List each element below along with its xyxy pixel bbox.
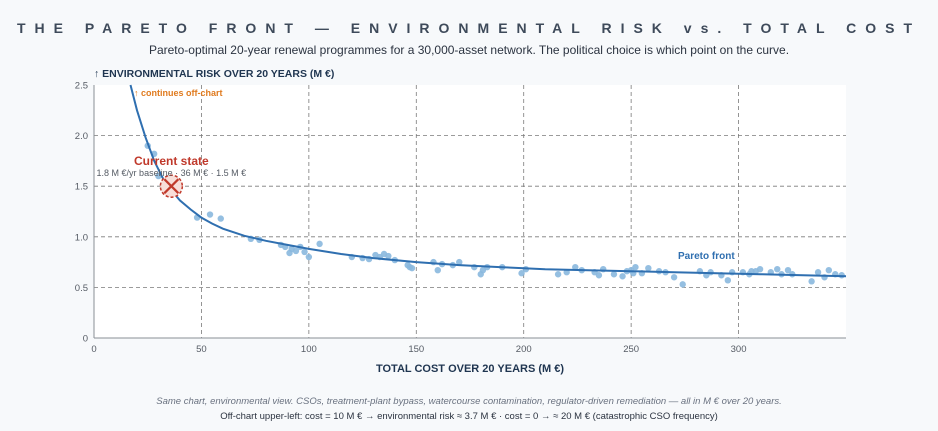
- grid: [94, 85, 846, 338]
- data-point: [595, 272, 603, 279]
- data-point: [774, 265, 781, 273]
- data-point: [305, 253, 313, 261]
- data-point: [316, 240, 323, 248]
- data-point: [814, 269, 822, 276]
- data-point: [385, 252, 392, 260]
- current-state-note: 1.8 M €/yr baseline · 36 M € · 1.5 M €: [97, 168, 247, 178]
- x-tick-label: 200: [516, 344, 532, 355]
- data-point: [825, 266, 833, 274]
- x-tick-label: 0: [91, 344, 96, 355]
- data-point: [408, 264, 416, 272]
- offchart-annotation: ↑ continues off-chart: [134, 88, 223, 98]
- y-tick-label: 1.0: [75, 232, 88, 243]
- data-point: [434, 266, 441, 274]
- x-tick-label: 150: [408, 344, 424, 355]
- data-point: [756, 265, 764, 273]
- data-point: [301, 248, 308, 256]
- data-point: [554, 271, 562, 278]
- current-state-cross-b: [163, 178, 180, 194]
- data-point: [610, 271, 618, 278]
- tick-labels: 0 0.5 1.0 1.5 2.0 2.5 0 50 100 150 200 250 300: [75, 81, 747, 356]
- current-state-marker: Current state 1.8 M €/yr baseline · 36 M…: [97, 154, 247, 198]
- footer-note: Same chart, environmental view. CSOs, tr…: [156, 396, 782, 407]
- data-point: [724, 277, 732, 284]
- data-point: [645, 264, 652, 272]
- x-axis-label: TOTAL COST OVER 20 YEARS (M €): [376, 363, 564, 375]
- y-tick-label: 2.0: [75, 131, 88, 142]
- data-point: [456, 258, 463, 266]
- x-tick-label: 100: [301, 344, 317, 355]
- y-axis-label: ↑ ENVIRONMENTAL RISK OVER 20 YEARS (M €): [94, 68, 334, 80]
- x-tick-label: 250: [623, 344, 639, 355]
- y-tick-label: 2.5: [75, 81, 88, 92]
- plot-area: [94, 85, 846, 338]
- current-state-label: Current state: [134, 154, 209, 168]
- data-point: [619, 273, 626, 280]
- data-point: [217, 215, 224, 222]
- data-point: [670, 274, 678, 281]
- footer-offchart-note: Off-chart upper-left: cost = 10 M € → en…: [220, 411, 718, 422]
- chart-subtitle: Pareto-optimal 20-year renewal programme…: [148, 43, 790, 57]
- data-point: [784, 266, 792, 274]
- data-point: [679, 281, 686, 288]
- axes: [93, 85, 846, 339]
- data-point: [632, 263, 639, 271]
- data-point: [292, 247, 300, 255]
- data-point: [518, 270, 525, 277]
- pareto-front-label: Pareto front: [678, 251, 735, 262]
- y-tick-label: 1.5: [75, 182, 88, 193]
- data-point: [808, 278, 815, 285]
- y-tick-label: 0.5: [75, 283, 88, 294]
- y-tick-label: 0: [83, 334, 88, 345]
- x-tick-label: 300: [731, 344, 747, 355]
- chart-title: THE PARETO FRONT — ENVIRONMENTAL RISK vs…: [16, 20, 922, 36]
- x-tick-label: 50: [196, 344, 207, 355]
- data-point: [572, 263, 579, 271]
- data-point: [206, 211, 214, 218]
